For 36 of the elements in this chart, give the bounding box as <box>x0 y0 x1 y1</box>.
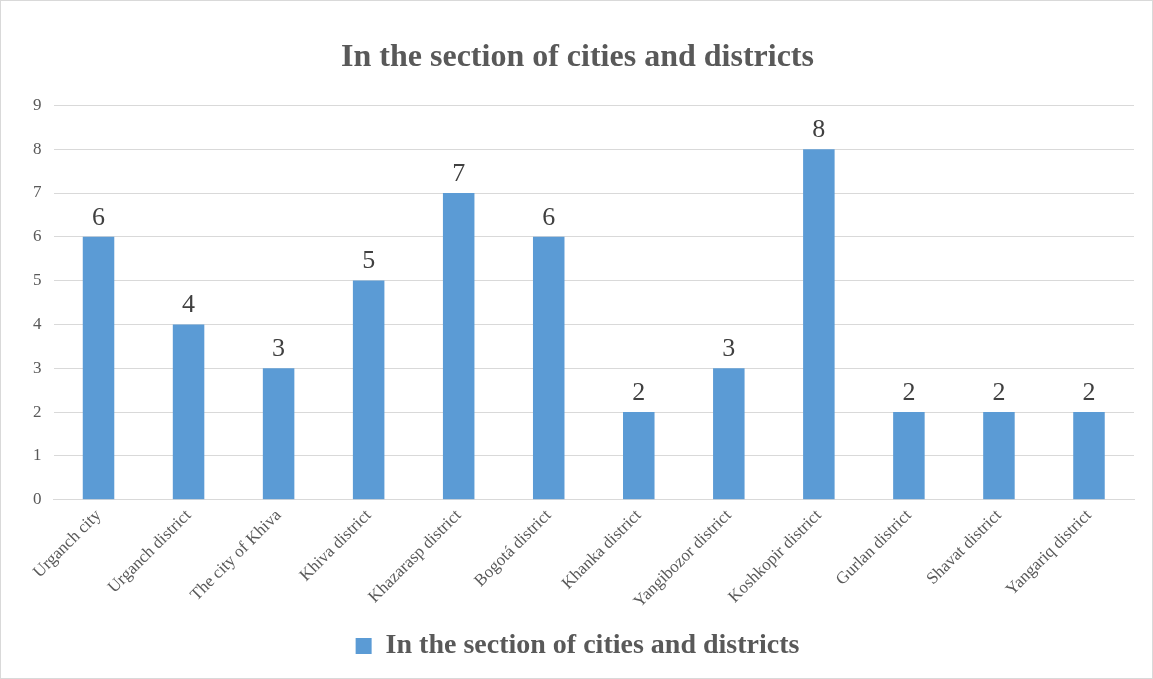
bar <box>623 412 655 500</box>
bar <box>352 280 385 500</box>
data-label: 2 <box>992 376 1006 406</box>
data-label: 5 <box>362 245 376 275</box>
y-tick-label: 0 <box>33 489 42 509</box>
data-label: 6 <box>92 201 106 231</box>
bar <box>532 236 565 500</box>
bar <box>1073 412 1105 500</box>
bar <box>713 368 745 500</box>
y-tick-label: 3 <box>33 357 42 377</box>
y-tick-label: 7 <box>33 182 42 202</box>
data-label: 2 <box>902 376 916 406</box>
y-tick-label: 2 <box>33 401 42 421</box>
bar <box>262 368 295 500</box>
bar <box>893 412 925 500</box>
bar <box>442 193 475 500</box>
bar <box>983 412 1015 500</box>
data-label: 3 <box>272 333 286 363</box>
y-tick-label: 8 <box>33 138 42 158</box>
y-tick-label: 4 <box>33 313 42 333</box>
y-tick-label: 5 <box>33 270 42 290</box>
bar <box>82 236 115 500</box>
bar <box>803 149 835 500</box>
data-label: 2 <box>632 376 646 406</box>
data-label: 3 <box>722 333 736 363</box>
legend-label: In the section of cities and districts <box>385 628 800 660</box>
bar <box>172 324 205 500</box>
y-tick-label: 6 <box>33 226 42 246</box>
data-label: 4 <box>182 289 196 319</box>
y-tick-label: 1 <box>33 445 42 465</box>
chart-title: In the section of cities and districts <box>341 37 814 74</box>
y-tick-label: 9 <box>33 94 42 114</box>
data-label: 7 <box>452 157 466 187</box>
data-label: 8 <box>812 114 826 144</box>
data-label: 2 <box>1082 376 1096 406</box>
data-label: 6 <box>542 201 556 231</box>
